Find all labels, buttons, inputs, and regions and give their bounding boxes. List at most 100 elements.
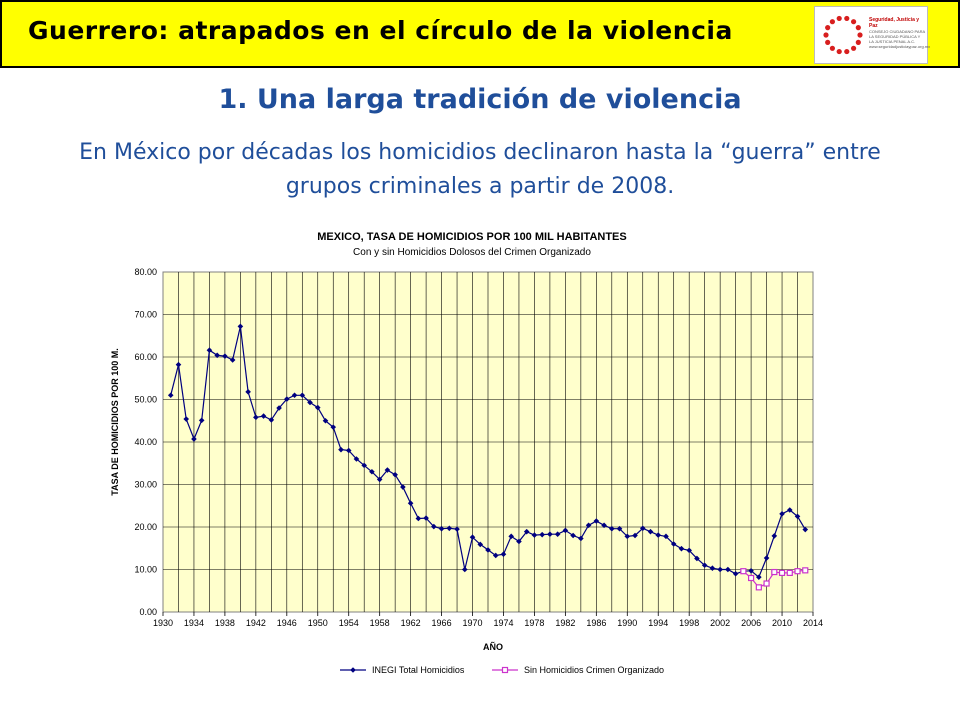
data-point-total (314, 404, 321, 411)
x-tick-label: 1998 (679, 618, 699, 628)
logo-figure-mark (825, 39, 831, 45)
data-point-total (601, 522, 607, 529)
data-point-total (562, 527, 569, 534)
data-point-total (547, 531, 553, 538)
data-point-total (431, 523, 437, 530)
x-tick-label: 1966 (432, 618, 452, 628)
y-tick-label: 0.00 (139, 607, 157, 617)
y-tick-label: 10.00 (134, 565, 157, 575)
data-point-total (206, 347, 213, 353)
data-point-total (198, 417, 205, 424)
logo-figure-mark (836, 15, 842, 22)
x-tick-label: 1962 (401, 618, 421, 628)
data-point-total (330, 424, 337, 430)
logo-ring-icon (823, 15, 863, 55)
data-point-total (299, 392, 306, 399)
data-point-total (585, 522, 592, 529)
logo-figure-mark (844, 48, 850, 55)
data-point-total (578, 535, 584, 542)
data-point-total (276, 405, 282, 411)
data-point-total (446, 525, 453, 532)
data-point-total (670, 541, 677, 547)
data-point-total (655, 532, 662, 538)
logo-figure-mark (855, 39, 861, 45)
data-point-total (624, 533, 631, 540)
data-point-total (384, 467, 391, 473)
data-point-total (748, 567, 754, 574)
data-point-total (786, 507, 793, 513)
data-point-total (407, 500, 414, 506)
data-point-total (469, 534, 476, 540)
logo-figure-mark (829, 45, 836, 51)
logo-url: www.seguridadjusticiaypaz.org.mx (869, 44, 931, 49)
data-point-sin-crimen (740, 568, 747, 575)
logo-figure-mark (850, 19, 857, 25)
data-point-total (794, 513, 801, 520)
data-point-total (639, 525, 646, 532)
data-point-total (554, 531, 561, 538)
x-tick-label: 1938 (215, 618, 235, 628)
data-point-total (523, 528, 530, 535)
data-point-total (779, 511, 785, 517)
data-point-total (237, 323, 244, 330)
data-point-total (593, 518, 600, 524)
legend-label-sin-crimen: Sin Homicidios Crimen Organizado (524, 665, 664, 675)
data-point-total (663, 533, 669, 540)
data-point-total (214, 352, 220, 359)
data-point-sin-crimen (747, 574, 755, 582)
data-point-total (516, 538, 522, 545)
slide-title: 1. Una larga tradición de violencia (218, 84, 742, 115)
x-tick-label: 1974 (493, 618, 513, 628)
logo-figure-mark (850, 45, 857, 51)
data-point-total (376, 476, 383, 483)
data-point-total (284, 396, 290, 402)
data-point-total (570, 532, 576, 539)
data-point-sin-crimen (786, 569, 793, 576)
x-tick-label: 1986 (586, 618, 606, 628)
chart-container: MEXICO, TASA DE HOMICIDIOS POR 100 MIL H… (100, 222, 840, 684)
x-tick-label: 1954 (339, 618, 359, 628)
logo-figure-mark (829, 19, 836, 25)
x-tick-label: 1950 (308, 618, 328, 628)
data-point-total (694, 555, 700, 562)
logo-figure-mark (825, 25, 831, 31)
x-tick-label: 2014 (803, 618, 823, 628)
logo-figure-mark (855, 25, 861, 31)
data-point-total (291, 392, 298, 399)
data-point-total (477, 541, 484, 548)
logo-figure-mark (823, 32, 829, 38)
x-tick-label: 1978 (524, 618, 544, 628)
data-point-total (222, 353, 228, 359)
data-point-total (338, 446, 344, 453)
data-point-sin-crimen (794, 568, 801, 575)
y-axis-label: TASA DE HOMICIDIOS POR 100 M. (110, 348, 120, 496)
data-point-total (245, 389, 251, 395)
y-tick-label: 50.00 (134, 395, 157, 405)
data-point-total (763, 555, 770, 561)
data-point-total (345, 447, 352, 454)
y-tick-label: 60.00 (134, 352, 157, 362)
header-bar: Guerrero: atrapados en el círculo de la … (0, 0, 960, 68)
data-point-total (361, 462, 367, 469)
logo-tagline: CONSEJO CIUDADANO PARA LA SEGURIDAD PÚBL… (869, 29, 925, 44)
data-point-total (400, 484, 406, 490)
x-tick-label: 2010 (772, 618, 792, 628)
x-tick-label: 1942 (246, 618, 266, 628)
data-point-total (686, 547, 692, 554)
data-point-total (647, 528, 654, 535)
data-point-total (492, 552, 499, 559)
logo-figure-mark (836, 48, 842, 55)
data-point-sin-crimen (763, 580, 770, 587)
data-point-total (307, 399, 313, 406)
legend-marker-sin-crimen (501, 666, 509, 674)
data-point-total (485, 547, 491, 553)
homicide-rate-chart: MEXICO, TASA DE HOMICIDIOS POR 100 MIL H… (100, 222, 840, 684)
x-tick-label: 1934 (184, 618, 204, 628)
plot-area: 0.00 10.00 20.00 30.00 40.00 50.00 60.00 70.00 8… (134, 267, 823, 628)
x-tick-label: 2006 (741, 618, 761, 628)
x-tick-label: 1930 (153, 618, 173, 628)
data-point-total (531, 532, 538, 538)
data-point-total (616, 525, 623, 532)
data-point-total (167, 392, 174, 399)
y-tick-label: 70.00 (134, 310, 157, 320)
